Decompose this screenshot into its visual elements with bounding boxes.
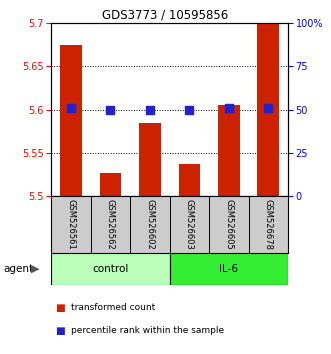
Text: GSM526602: GSM526602 [145,199,155,250]
Point [69,105,74,111]
Bar [169,253,288,285]
Text: ■: ■ [55,303,64,313]
Text: ■: ■ [55,326,64,336]
Point [147,107,153,113]
Text: GDS3773 / 10595856: GDS3773 / 10595856 [102,9,229,22]
Text: percentile rank within the sample: percentile rank within the sample [71,326,224,336]
Bar [100,173,121,196]
Bar [258,23,279,196]
Bar [178,164,200,196]
Text: IL-6: IL-6 [219,264,238,274]
Point [226,105,231,111]
Bar [60,45,82,196]
Point [108,107,113,113]
Text: GSM526603: GSM526603 [185,199,194,250]
Text: GSM526605: GSM526605 [224,199,233,250]
Text: GSM526562: GSM526562 [106,199,115,250]
Bar [218,105,240,196]
Bar [51,253,169,285]
Bar [139,123,161,196]
Text: transformed count: transformed count [71,303,156,313]
Text: ▶: ▶ [30,264,39,274]
Point [265,105,271,111]
Point [187,107,192,113]
Text: agent: agent [3,264,33,274]
Text: GSM526561: GSM526561 [67,199,75,250]
Text: control: control [92,264,129,274]
Text: GSM526678: GSM526678 [264,199,273,250]
